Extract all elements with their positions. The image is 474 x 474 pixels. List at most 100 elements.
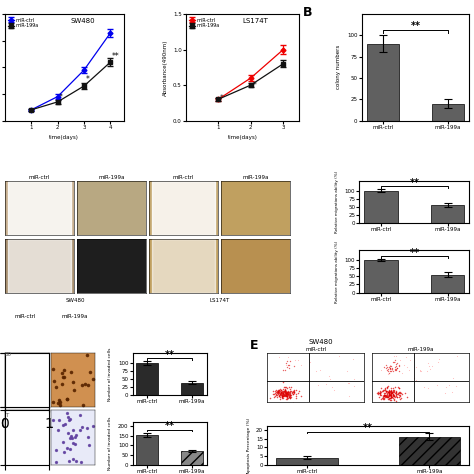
Point [67, 432, 74, 439]
Point [387, 388, 394, 395]
Point [34, 388, 41, 396]
Point [284, 388, 292, 395]
Point [27, 372, 35, 380]
Point [387, 392, 394, 399]
Point [284, 389, 292, 397]
Point [283, 360, 290, 367]
Point [16, 369, 24, 376]
Point [41, 444, 48, 451]
Point [277, 386, 284, 394]
Point [36, 384, 44, 392]
Point [273, 387, 281, 395]
Point [345, 379, 352, 386]
Point [49, 365, 57, 373]
Point [275, 386, 283, 393]
Point [290, 399, 297, 407]
Point [25, 372, 33, 380]
Point [386, 364, 393, 372]
Point [385, 394, 392, 402]
Point [344, 367, 351, 374]
Point [33, 417, 41, 424]
Point [388, 389, 395, 397]
Point [28, 429, 36, 437]
Point [295, 387, 303, 395]
Y-axis label: Relative migrations ability (%): Relative migrations ability (%) [335, 171, 339, 233]
Point [11, 396, 18, 404]
Point [416, 366, 424, 374]
Point [283, 389, 291, 397]
Point [378, 395, 385, 403]
Point [7, 374, 14, 382]
Point [385, 389, 392, 397]
Point [385, 387, 393, 395]
Point [392, 389, 400, 396]
Point [423, 367, 431, 375]
Point [4, 375, 11, 383]
Point [386, 396, 393, 403]
Point [287, 393, 295, 401]
Point [270, 391, 277, 398]
Point [376, 389, 384, 396]
Point [385, 388, 393, 396]
Point [391, 356, 399, 364]
Point [275, 392, 283, 400]
Point [30, 427, 37, 435]
Point [63, 409, 71, 417]
Point [270, 390, 277, 398]
Bar [276, 457, 337, 465]
Point [44, 439, 51, 447]
Point [30, 378, 38, 385]
Text: E: E [250, 339, 258, 352]
Point [273, 387, 280, 394]
Point [392, 392, 400, 400]
Point [323, 380, 330, 387]
Point [389, 389, 396, 396]
Point [395, 389, 402, 397]
Point [380, 395, 387, 403]
Text: **: ** [164, 350, 174, 360]
Point [387, 387, 395, 395]
Point [59, 374, 67, 381]
Point [386, 362, 394, 370]
Point [38, 440, 46, 448]
Point [33, 410, 40, 418]
Point [453, 353, 461, 360]
Point [26, 441, 34, 448]
Point [36, 411, 44, 419]
Point [387, 392, 395, 399]
Point [41, 424, 49, 432]
Point [83, 352, 91, 359]
Point [385, 390, 393, 397]
Point [270, 393, 277, 401]
Point [40, 425, 48, 433]
Point [23, 438, 31, 445]
Point [346, 392, 353, 400]
Point [381, 391, 388, 399]
Point [29, 409, 36, 417]
Point [388, 393, 395, 401]
Point [281, 387, 289, 394]
Point [382, 385, 389, 393]
Point [39, 418, 47, 425]
Point [24, 455, 31, 463]
Point [417, 367, 424, 374]
Point [288, 387, 295, 395]
Point [34, 389, 42, 397]
Point [387, 390, 394, 397]
Point [383, 391, 391, 399]
Point [28, 376, 36, 384]
Point [285, 392, 292, 399]
Point [391, 358, 399, 365]
Point [377, 391, 384, 399]
Point [388, 394, 395, 402]
Point [55, 427, 62, 434]
Point [280, 389, 287, 396]
Point [286, 389, 293, 396]
Point [30, 434, 38, 442]
Point [292, 394, 300, 401]
Point [328, 383, 336, 391]
Point [412, 364, 419, 371]
Point [381, 391, 388, 399]
Point [23, 417, 31, 424]
Point [387, 389, 395, 396]
